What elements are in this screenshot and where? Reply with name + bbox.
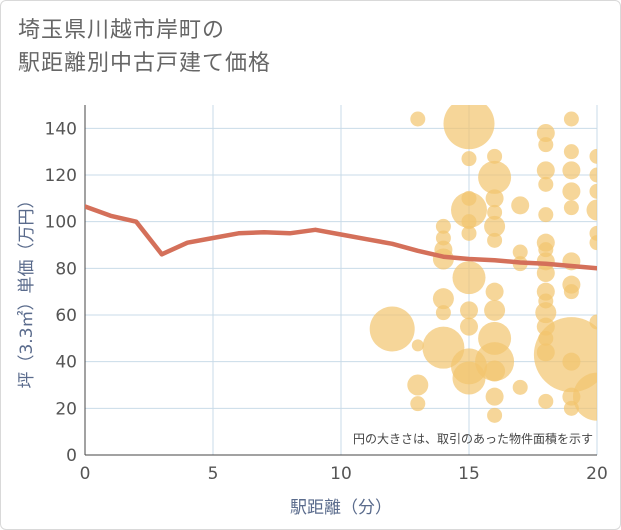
y-tick-label: 0 bbox=[66, 446, 77, 466]
y-tick-labels: 0 20 40 60 80 100 120 140 bbox=[45, 119, 77, 466]
bubble bbox=[407, 374, 429, 396]
bubble bbox=[487, 204, 503, 220]
bubble bbox=[443, 105, 495, 150]
bubble bbox=[589, 148, 597, 164]
bubble bbox=[451, 192, 487, 228]
bubble bbox=[435, 305, 451, 321]
x-tick-label: 5 bbox=[208, 464, 219, 484]
trend-line bbox=[85, 204, 597, 271]
bubble bbox=[484, 299, 506, 321]
bubble bbox=[536, 161, 555, 180]
bubble bbox=[369, 306, 415, 352]
bubble bbox=[478, 160, 512, 194]
x-tick-label: 10 bbox=[330, 464, 352, 484]
bubble bbox=[484, 360, 506, 382]
bubble bbox=[487, 232, 503, 248]
bubble bbox=[573, 372, 597, 421]
y-tick-label: 120 bbox=[45, 166, 77, 186]
bubble bbox=[487, 148, 503, 164]
bubble bbox=[460, 301, 478, 320]
chart-title: 埼玉県川越市岸町の 駅距離別中古戸建て価格 bbox=[18, 14, 271, 80]
bubble bbox=[562, 182, 581, 201]
bubble bbox=[589, 167, 597, 183]
size-note: 円の大きさは、取引のあった物件面積を示す bbox=[353, 431, 593, 446]
x-tick-label: 0 bbox=[80, 464, 91, 484]
bubble bbox=[538, 137, 554, 153]
bubble bbox=[589, 314, 597, 330]
y-tick-label: 20 bbox=[55, 399, 77, 419]
bubble bbox=[563, 284, 579, 300]
bubble bbox=[485, 387, 504, 406]
bubble bbox=[485, 282, 504, 301]
bubble bbox=[487, 407, 503, 423]
bubble bbox=[435, 218, 451, 234]
bubble bbox=[461, 151, 477, 167]
x-tick-label: 20 bbox=[586, 464, 608, 484]
bubble bbox=[533, 317, 597, 393]
bubble bbox=[460, 317, 478, 336]
bubble bbox=[586, 199, 597, 221]
chart-title-line2: 駅距離別中古戸建て価格 bbox=[18, 51, 272, 76]
bubble bbox=[589, 183, 597, 199]
bubble bbox=[432, 288, 454, 310]
bubble bbox=[536, 124, 555, 142]
x-axis-label: 駅距離（分） bbox=[290, 498, 392, 518]
bubble bbox=[411, 339, 424, 352]
chart-title-line1: 埼玉県川越市岸町の bbox=[18, 18, 226, 43]
x-tick-labels: 0 5 10 15 20 bbox=[80, 464, 608, 484]
bubble bbox=[461, 214, 477, 230]
bubble bbox=[461, 225, 477, 241]
bubbles-layer bbox=[369, 105, 597, 423]
y-tick-label: 40 bbox=[55, 353, 77, 373]
bubble bbox=[562, 352, 581, 371]
bubble bbox=[410, 111, 426, 127]
x-tick-label: 15 bbox=[458, 464, 480, 484]
bubble bbox=[538, 393, 554, 409]
grid-lines bbox=[84, 105, 598, 456]
y-tick-label: 100 bbox=[45, 213, 77, 233]
bubble bbox=[452, 261, 486, 295]
bubble bbox=[538, 207, 554, 223]
bubble bbox=[538, 176, 554, 192]
y-axis-label: 坪（3.3㎡）単価（万円） bbox=[17, 191, 37, 388]
bubble bbox=[535, 302, 557, 324]
bubble bbox=[562, 161, 581, 180]
bubble bbox=[511, 196, 530, 215]
bubble bbox=[563, 111, 579, 127]
y-tick-label: 140 bbox=[45, 119, 77, 139]
trend-layer bbox=[85, 204, 597, 271]
bubble bbox=[563, 200, 579, 216]
bubble bbox=[512, 244, 528, 260]
bubble bbox=[484, 215, 506, 237]
y-tick-label: 60 bbox=[55, 306, 77, 326]
bubble bbox=[589, 235, 597, 251]
bubble bbox=[536, 264, 555, 282]
y-tick-label: 80 bbox=[55, 259, 77, 279]
bubble bbox=[410, 396, 426, 412]
bubble bbox=[485, 189, 504, 208]
bubble bbox=[563, 144, 579, 160]
bubble bbox=[512, 379, 528, 395]
